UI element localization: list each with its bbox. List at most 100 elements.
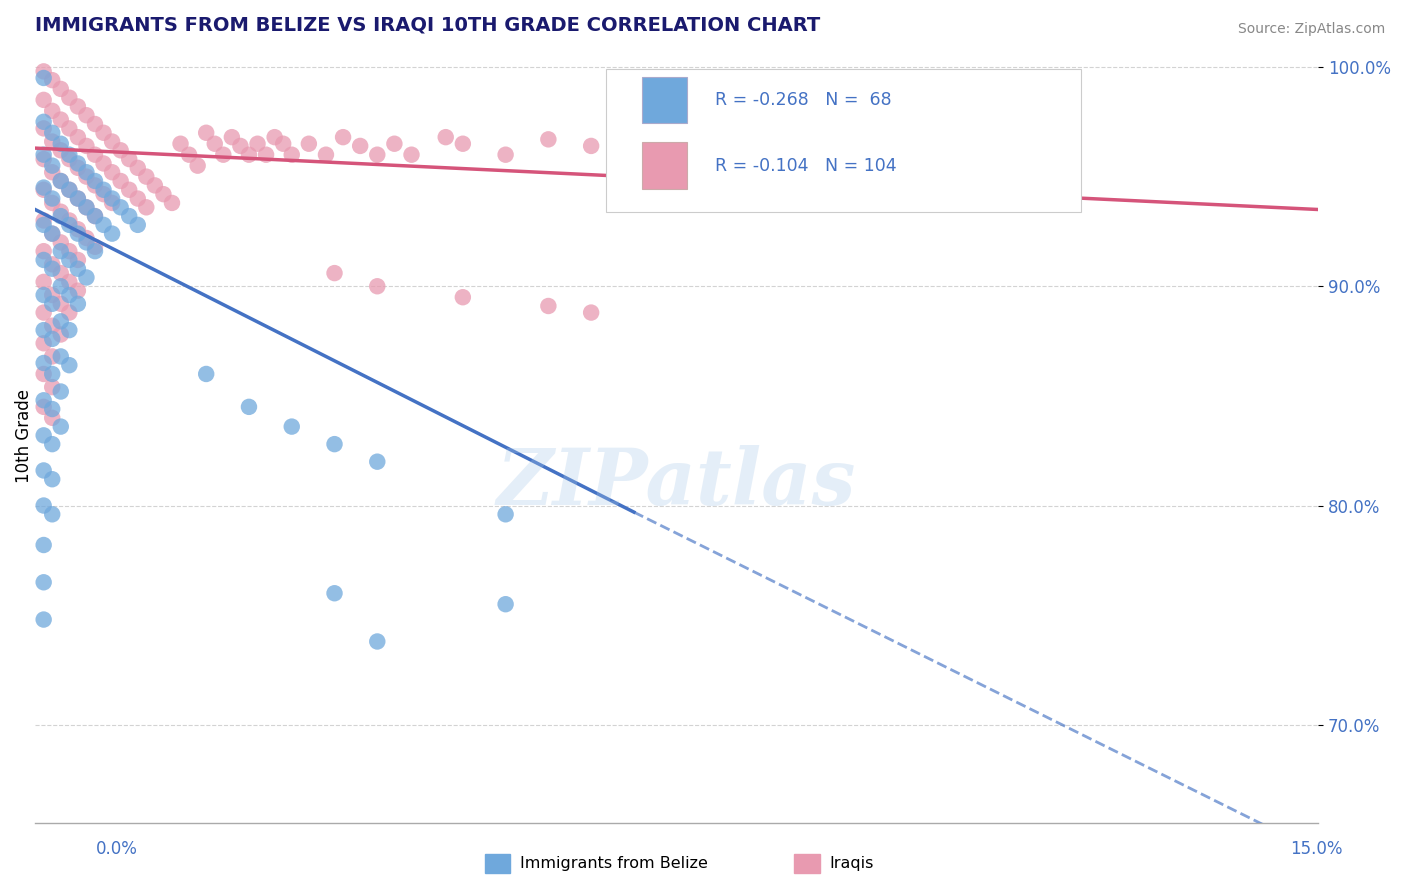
Point (537, 299, 560, 313)
Point (118, 152, 141, 166)
Point (623, 126, 645, 140)
Point (84, 178, 107, 193)
Point (58, 275, 80, 289)
Point (366, 455, 388, 469)
Point (349, 139, 371, 153)
Point (32, 275, 55, 289)
Point (32, 183, 55, 197)
Point (75, 169, 97, 184)
Point (263, 130, 285, 145)
Point (254, 147, 277, 161)
Point (58, 244, 80, 259)
Point (127, 192, 149, 206)
Point (323, 586, 346, 600)
Point (41, 350, 63, 364)
Point (49, 144, 72, 158)
Point (41, 227, 63, 241)
Point (212, 147, 235, 161)
Point (280, 419, 302, 434)
Point (93, 218, 115, 232)
Point (66, 192, 89, 206)
Point (32, 538, 55, 552)
Point (41, 410, 63, 425)
Point (41, 297, 63, 311)
Point (41, 508, 63, 522)
Point (32, 356, 55, 370)
Point (75, 200, 97, 214)
Point (32, 288, 55, 302)
Point (127, 218, 149, 232)
Point (495, 147, 517, 161)
Point (41, 380, 63, 394)
Point (49, 136, 72, 151)
Point (84, 209, 107, 223)
Point (32, 323, 55, 337)
Point (41, 261, 63, 276)
Point (66, 161, 89, 175)
Text: IMMIGRANTS FROM BELIZE VS IRAQI 10TH GRADE CORRELATION CHART: IMMIGRANTS FROM BELIZE VS IRAQI 10TH GRA… (35, 15, 820, 34)
Point (110, 174, 132, 188)
Point (49, 266, 72, 280)
Point (332, 130, 354, 145)
Point (49, 297, 72, 311)
Point (32, 400, 55, 414)
Point (41, 165, 63, 179)
Point (110, 200, 132, 214)
Point (101, 135, 124, 149)
Point (41, 402, 63, 417)
Point (49, 82, 72, 96)
Point (32, 305, 55, 319)
Point (32, 64, 55, 78)
Point (32, 613, 55, 627)
Point (66, 99, 89, 113)
Text: 0.0%: 0.0% (96, 840, 138, 858)
Point (238, 400, 260, 414)
Point (49, 112, 72, 127)
Point (66, 192, 89, 206)
Point (401, 147, 423, 161)
Point (169, 136, 191, 151)
Point (434, 130, 457, 145)
Point (58, 213, 80, 227)
Point (195, 367, 218, 381)
Point (41, 367, 63, 381)
Point (58, 183, 80, 197)
Point (32, 180, 55, 194)
Text: R = -0.104   N = 104: R = -0.104 N = 104 (716, 157, 897, 175)
Point (49, 384, 72, 399)
Point (280, 147, 302, 161)
Point (93, 183, 115, 197)
Bar (643, 77, 688, 123)
Point (32, 499, 55, 513)
Point (84, 244, 107, 259)
Point (32, 152, 55, 166)
Text: R = -0.268   N =  68: R = -0.268 N = 68 (716, 91, 891, 109)
Point (451, 290, 474, 304)
Point (110, 144, 132, 158)
Point (315, 147, 337, 161)
Point (84, 147, 107, 161)
Point (32, 428, 55, 442)
Point (118, 209, 141, 223)
Point (229, 139, 252, 153)
Point (58, 288, 80, 302)
Point (93, 187, 115, 202)
Point (709, 135, 731, 149)
Point (366, 634, 388, 648)
Point (135, 169, 157, 184)
Point (32, 115, 55, 129)
Point (49, 350, 72, 364)
Point (49, 174, 72, 188)
Point (794, 139, 817, 153)
Point (495, 508, 517, 522)
Point (84, 209, 107, 223)
Point (49, 209, 72, 223)
Point (32, 93, 55, 107)
Point (246, 136, 269, 151)
Point (187, 159, 209, 173)
Point (49, 244, 72, 259)
Point (41, 126, 63, 140)
Point (143, 178, 166, 193)
Point (58, 323, 80, 337)
Point (41, 192, 63, 206)
